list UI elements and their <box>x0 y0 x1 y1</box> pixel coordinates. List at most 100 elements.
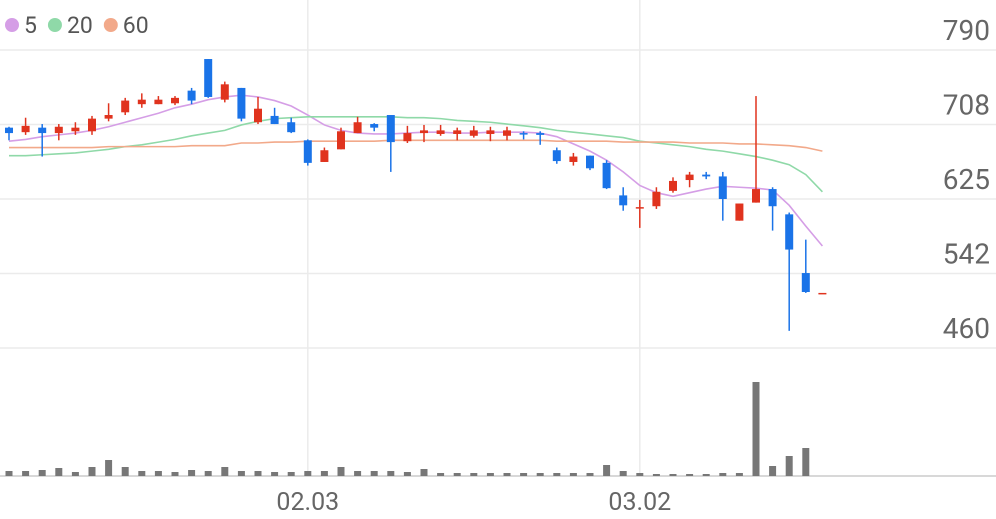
candle-body <box>685 174 694 181</box>
volume-bar <box>5 471 13 476</box>
legend-label: 5 <box>24 12 37 39</box>
candle-body <box>768 189 777 207</box>
candle-body <box>436 130 445 134</box>
candle-body <box>71 127 80 132</box>
volume-bar <box>636 473 644 476</box>
volume-bar <box>88 467 96 476</box>
candle-body <box>287 122 296 133</box>
volume-bar <box>569 473 577 476</box>
legend-dot <box>103 18 118 32</box>
candle-body <box>718 176 727 199</box>
candle-body <box>519 133 528 135</box>
candle-body <box>669 180 677 191</box>
candle-body <box>403 133 412 142</box>
volume-bar <box>553 473 561 476</box>
candle-body <box>818 292 827 295</box>
legend-label: 60 <box>123 12 149 39</box>
volume-bar <box>370 471 378 476</box>
volume-bar <box>55 468 63 476</box>
candle-body <box>187 90 196 101</box>
candle-body <box>469 130 478 136</box>
candle-body <box>453 130 462 134</box>
candle-body <box>320 150 329 162</box>
volume-bar <box>785 456 793 476</box>
candle-body <box>486 130 495 134</box>
volume-bar <box>420 469 428 476</box>
candle-body <box>254 108 262 123</box>
ma-line <box>8 94 824 247</box>
candle-body <box>370 124 379 128</box>
ma-line <box>9 139 823 152</box>
volume-bar <box>171 472 179 476</box>
volume-bar <box>719 473 727 476</box>
volume-bar <box>237 471 245 476</box>
candle-body <box>337 131 345 150</box>
volume-bar <box>254 471 262 476</box>
y-tick-label: 708 <box>943 89 990 122</box>
candle-body <box>237 87 246 119</box>
volume-bar <box>536 473 544 476</box>
candle-body <box>752 189 760 203</box>
volume-bar <box>221 467 229 476</box>
candle-body <box>303 140 312 163</box>
candle-body <box>503 130 511 136</box>
x-tick-label: 03.02 <box>608 488 671 517</box>
candle-body <box>420 130 428 134</box>
candle-body <box>702 174 711 177</box>
candle-body <box>220 84 229 100</box>
volume-bar <box>403 472 411 476</box>
volume-bar <box>121 467 129 476</box>
volume-bar <box>337 467 345 476</box>
volume-bar <box>22 471 30 476</box>
volume-bar <box>686 474 694 476</box>
candle-body <box>21 125 30 133</box>
candle-body <box>204 59 213 97</box>
volume-bar <box>603 465 611 476</box>
volume-bar <box>71 472 79 476</box>
volume-bar <box>702 474 710 476</box>
volume-bar <box>453 473 461 476</box>
x-tick-label: 02.03 <box>276 488 339 517</box>
volume-bar <box>387 471 395 476</box>
candle-body <box>619 195 628 206</box>
y-tick-label: 542 <box>943 238 990 271</box>
volume-bar <box>802 448 810 476</box>
y-tick-label: 460 <box>943 312 990 345</box>
volume-bar <box>520 473 528 476</box>
volume-bar <box>38 470 46 476</box>
volume-bar <box>486 473 494 476</box>
ma-line <box>9 116 823 193</box>
candle-body <box>652 191 661 207</box>
volume-bar <box>752 382 760 476</box>
candle-body <box>104 115 113 119</box>
volume-bar <box>586 473 594 476</box>
candle-body <box>386 115 395 143</box>
volume-bar <box>354 471 362 476</box>
volume-bar <box>320 471 328 476</box>
candle-body <box>586 155 594 169</box>
candle-body <box>137 99 146 105</box>
volume-bar <box>138 471 146 476</box>
candle-body <box>38 127 47 134</box>
candle-body <box>536 133 545 135</box>
candle-body <box>735 203 744 221</box>
candle-body <box>552 150 561 162</box>
candle-body <box>88 118 96 132</box>
volume-bar <box>619 471 627 476</box>
volume-bar <box>204 471 212 476</box>
volume-bar <box>437 473 445 476</box>
volume-bar <box>188 470 196 476</box>
volume-bar <box>154 471 162 476</box>
candle-body <box>602 162 611 189</box>
volume-bar <box>669 474 677 476</box>
legend-label: 20 <box>67 12 93 39</box>
candle-body <box>801 273 810 293</box>
y-tick-label: 625 <box>943 163 990 196</box>
volume-bar <box>105 460 113 476</box>
candle-body <box>154 99 163 105</box>
volume-bar <box>304 471 312 476</box>
volume-bar <box>271 472 279 476</box>
volume-bar <box>287 472 295 476</box>
volume-bar <box>769 466 777 476</box>
